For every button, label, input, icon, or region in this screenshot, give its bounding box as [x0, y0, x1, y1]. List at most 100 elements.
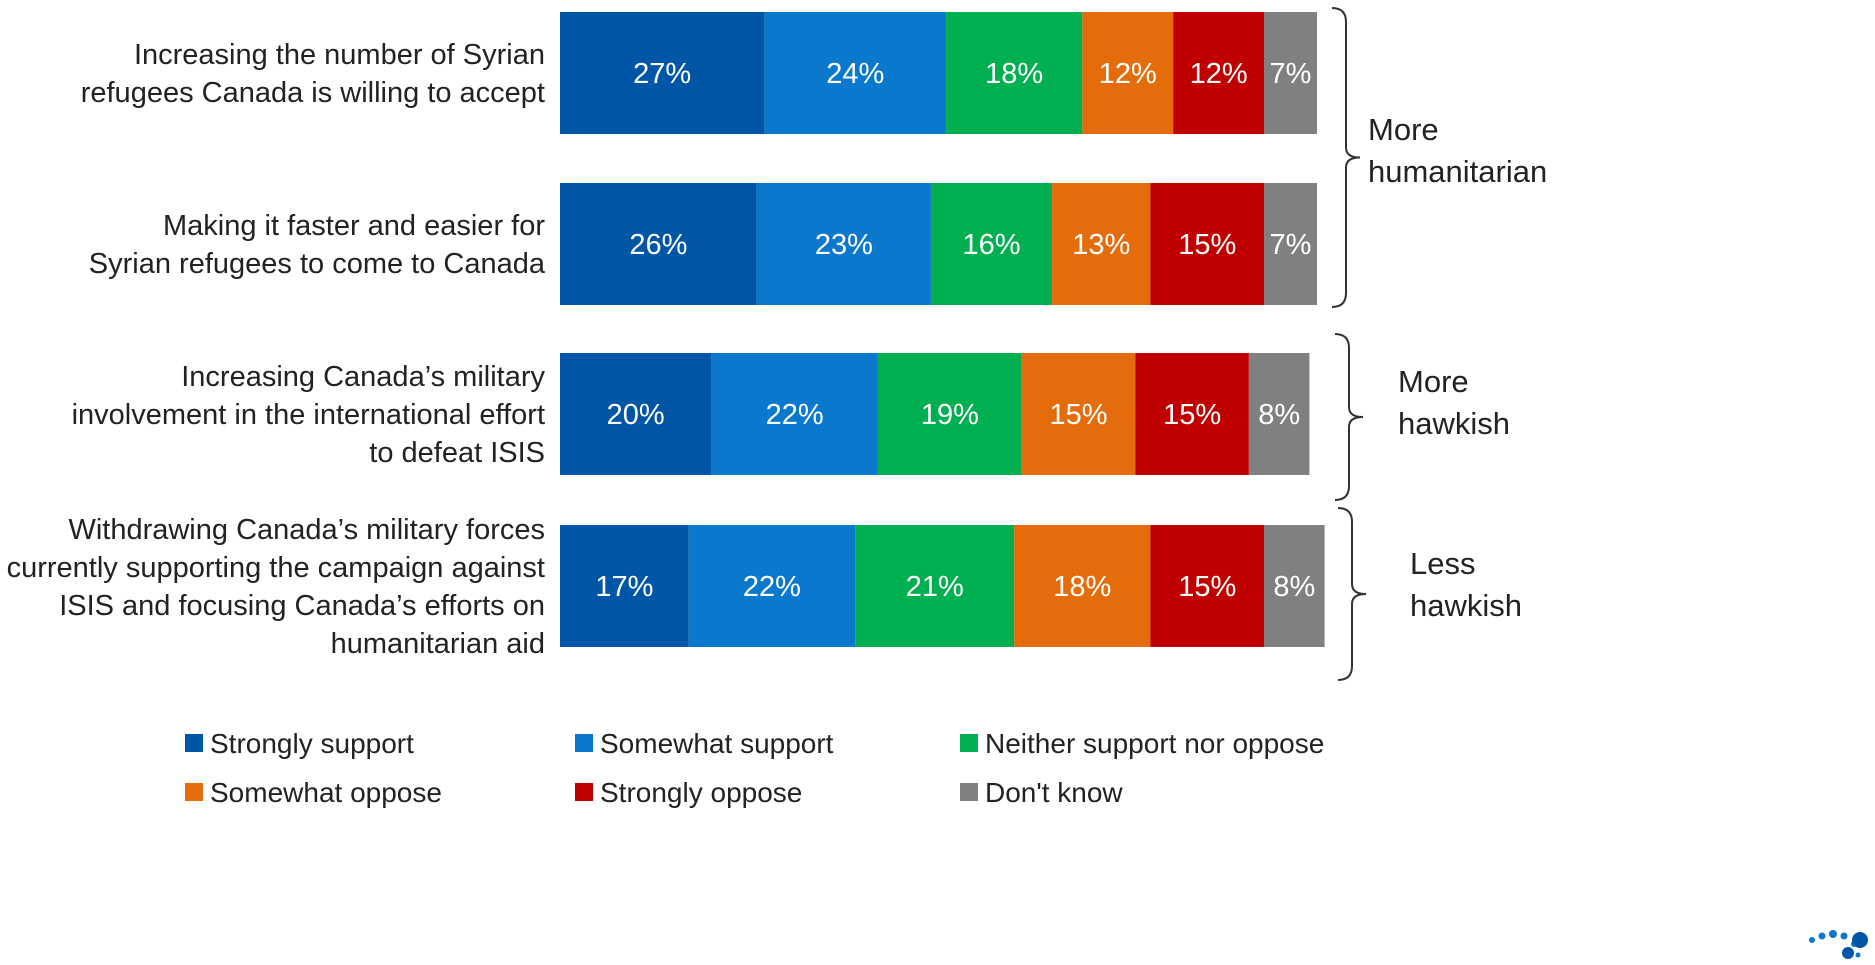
category-label-line: Making it faster and easier for: [163, 210, 545, 242]
bar-segment: [946, 12, 1083, 134]
category-label-line: refugees Canada is willing to accept: [81, 77, 545, 109]
category-label-line: Withdrawing Canada’s military forces: [68, 514, 545, 546]
bar-segment: [560, 183, 757, 305]
data-label: 8%: [1273, 571, 1315, 603]
data-label: 13%: [1072, 229, 1130, 261]
data-label: 22%: [743, 571, 801, 603]
data-label: 20%: [607, 399, 665, 431]
bar-segment: [764, 12, 947, 134]
data-label: 24%: [826, 58, 884, 90]
data-label: 15%: [1163, 399, 1221, 431]
group-label-line: humanitarian: [1368, 154, 1547, 189]
data-label: 12%: [1099, 58, 1157, 90]
legend-swatch: [960, 783, 978, 801]
bar-segment: [560, 12, 765, 134]
logo-dot: [1842, 947, 1854, 959]
bar-segment: [1014, 525, 1151, 647]
group-label-line: More: [1398, 364, 1469, 399]
bar-segment: [1135, 353, 1249, 475]
category-label-line: Increasing the number of Syrian: [134, 39, 545, 71]
bar-segment: [1264, 12, 1317, 134]
legend-label: Don't know: [985, 777, 1123, 808]
category-label-line: humanitarian aid: [331, 628, 545, 660]
category-label-line: to defeat ISIS: [369, 437, 545, 469]
category-label: Making it faster and easier for Syrian re…: [89, 210, 546, 280]
bar-segment: [1150, 525, 1265, 647]
data-label: 16%: [962, 229, 1020, 261]
legend-swatch: [185, 783, 203, 801]
category-label-line: ISIS and focusing Canada’s efforts on: [59, 590, 545, 622]
logo-dot: [1818, 932, 1826, 940]
bar-segment: [877, 353, 1022, 475]
legend-label: Neither support nor oppose: [985, 728, 1324, 759]
legend-label: Somewhat oppose: [210, 777, 442, 808]
group-label: More humanitarian: [1368, 112, 1547, 189]
category-label: Increasing Canada’s military involvement …: [72, 361, 546, 469]
legend-swatch: [575, 734, 593, 752]
bar-segment: [1264, 183, 1317, 305]
group-bracket: [1337, 507, 1367, 681]
category-label-line: Increasing Canada’s military: [181, 361, 545, 393]
group-label-line: hawkish: [1398, 406, 1510, 441]
data-label: 22%: [766, 399, 824, 431]
category-label: Increasing the number of Syrian refugees …: [81, 39, 545, 109]
legend-label: Strongly support: [210, 728, 414, 759]
group-brackets: More humanitarian More hawkish Less hawkish: [1331, 7, 1547, 681]
legend-label: Strongly oppose: [600, 777, 802, 808]
legend-swatch: [960, 734, 978, 752]
bar-segment: [1150, 183, 1265, 305]
bar-segment: [855, 525, 1015, 647]
data-label: 23%: [815, 229, 873, 261]
bar-segment: [1248, 353, 1310, 475]
legend: Strongly support Somewhat support Neither …: [185, 728, 1324, 808]
bar-segment: [1264, 525, 1325, 647]
data-label: 19%: [921, 399, 979, 431]
category-label-line: Syrian refugees to come to Canada: [89, 248, 546, 280]
bar-segment: [560, 525, 689, 647]
category-label-line: currently supporting the campaign agains…: [7, 552, 545, 584]
bar-segment: [560, 353, 712, 475]
data-label: 21%: [906, 571, 964, 603]
group-label-line: More: [1368, 112, 1439, 147]
group-label-line: Less: [1410, 546, 1475, 581]
data-label: 15%: [1178, 571, 1236, 603]
group-label: More hawkish: [1398, 364, 1510, 441]
group-bracket: [1334, 333, 1364, 501]
bar-segment: [1052, 183, 1151, 305]
legend-label: Somewhat support: [600, 728, 834, 759]
data-label: 15%: [1178, 229, 1236, 261]
bars-layer: 27% 24% 18% 12% 12% 7% 26% 23% 16% 13% 15% 7% 20% 22%…: [560, 12, 1325, 647]
bar-segment: [756, 183, 931, 305]
data-label: 15%: [1050, 399, 1108, 431]
data-label: 18%: [985, 58, 1043, 90]
bar-segment: [1173, 12, 1265, 134]
data-label: 8%: [1258, 399, 1300, 431]
logo-dot: [1855, 952, 1861, 958]
bar-segment: [930, 183, 1053, 305]
data-label: 26%: [629, 229, 687, 261]
logo-dot: [1809, 937, 1815, 943]
data-label: 27%: [633, 58, 691, 90]
data-label: 12%: [1190, 58, 1248, 90]
group-bracket: [1331, 7, 1361, 308]
category-label-line: involvement in the international effort: [72, 399, 545, 431]
group-label-line: hawkish: [1410, 588, 1522, 623]
logo-dot: [1852, 932, 1868, 948]
category-label: Withdrawing Canada’s military forces curr…: [7, 514, 545, 660]
logo-dot: [1829, 930, 1837, 938]
data-label: 18%: [1053, 571, 1111, 603]
bar-segment: [688, 525, 856, 647]
bar-segment: [711, 353, 878, 475]
category-labels: Increasing the number of Syrian refugees …: [7, 39, 546, 660]
legend-swatch: [185, 734, 203, 752]
data-label: 7%: [1270, 229, 1312, 261]
data-label: 7%: [1270, 58, 1312, 90]
data-label: 17%: [595, 571, 653, 603]
bar-segment: [1082, 12, 1174, 134]
logo: [1809, 930, 1868, 959]
legend-swatch: [575, 783, 593, 801]
bar-segment: [1021, 353, 1136, 475]
group-label: Less hawkish: [1410, 546, 1522, 623]
logo-dot: [1840, 932, 1848, 940]
